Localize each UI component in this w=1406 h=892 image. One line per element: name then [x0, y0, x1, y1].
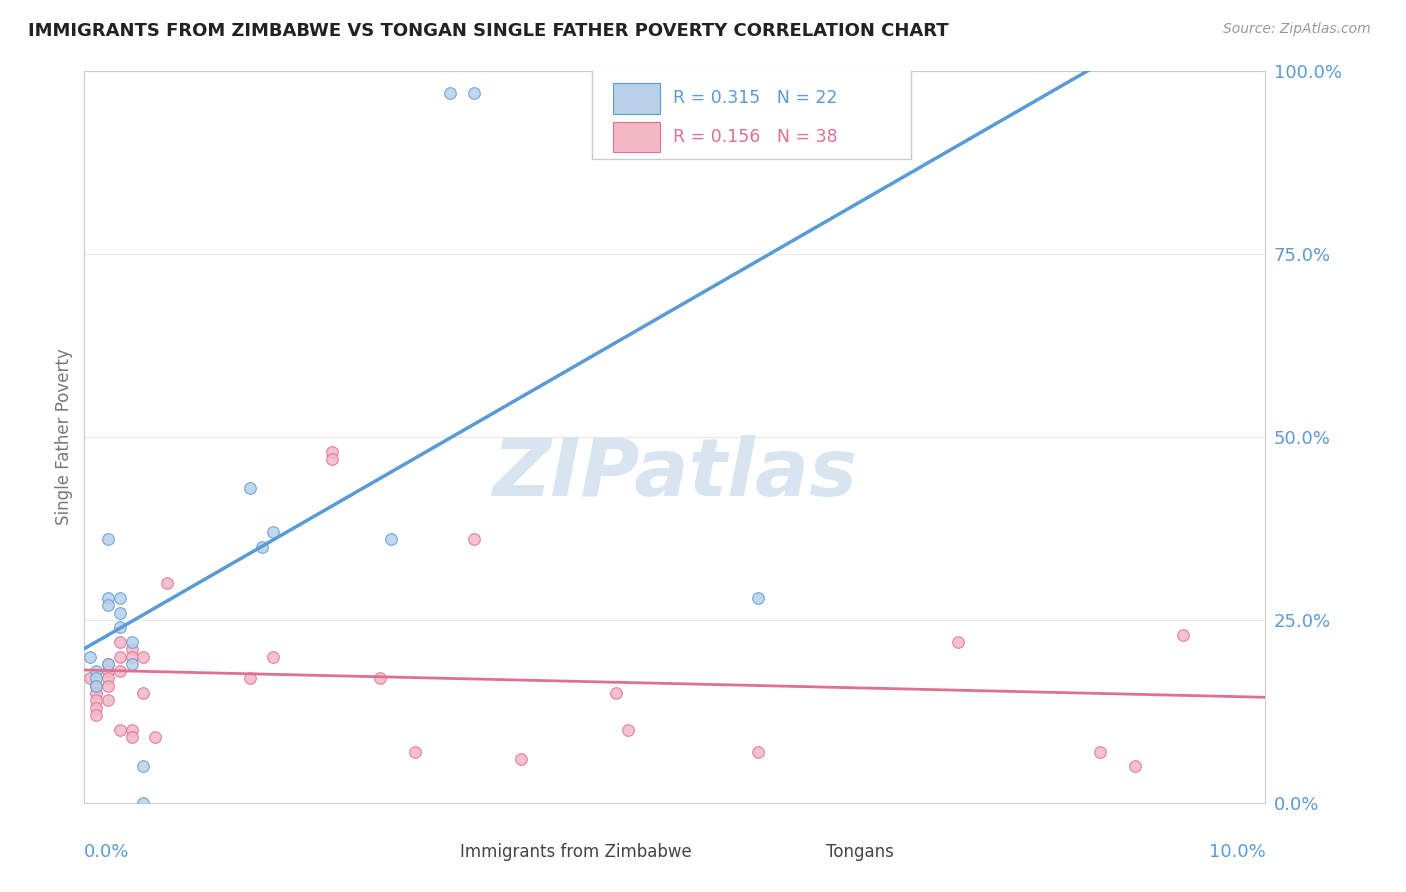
Y-axis label: Single Father Poverty: Single Father Poverty — [55, 349, 73, 525]
Point — [84, 679, 107, 693]
FancyBboxPatch shape — [592, 68, 911, 159]
Point — [747, 745, 769, 759]
Point — [97, 679, 120, 693]
Point — [321, 452, 343, 467]
Point — [380, 533, 402, 547]
Point — [97, 672, 120, 686]
Point — [948, 635, 970, 649]
Text: ZIPatlas: ZIPatlas — [492, 434, 858, 513]
Point — [132, 649, 155, 664]
Point — [108, 606, 131, 620]
Point — [108, 635, 131, 649]
Point — [239, 672, 262, 686]
Point — [321, 444, 343, 458]
Point — [84, 708, 107, 723]
Point — [1125, 759, 1147, 773]
Text: R = 0.156   N = 38: R = 0.156 N = 38 — [672, 128, 837, 146]
Point — [79, 649, 101, 664]
Point — [97, 664, 120, 678]
Point — [84, 679, 107, 693]
Point — [463, 533, 485, 547]
Point — [108, 723, 131, 737]
Point — [262, 649, 284, 664]
Point — [108, 620, 131, 634]
Point — [510, 752, 533, 766]
Point — [1171, 627, 1194, 641]
Point — [368, 672, 391, 686]
Point — [616, 723, 638, 737]
Point — [97, 657, 120, 671]
Text: R = 0.315   N = 22: R = 0.315 N = 22 — [672, 89, 837, 107]
Point — [84, 672, 107, 686]
Point — [250, 540, 273, 554]
Point — [463, 87, 485, 101]
Point — [79, 672, 101, 686]
Point — [84, 664, 107, 678]
Point — [121, 642, 143, 657]
Point — [439, 87, 461, 101]
Text: Tongans: Tongans — [827, 843, 894, 861]
Point — [132, 759, 155, 773]
FancyBboxPatch shape — [613, 83, 659, 113]
Point — [97, 693, 120, 707]
Point — [121, 657, 143, 671]
Point — [132, 686, 155, 700]
Point — [84, 686, 107, 700]
Text: Immigrants from Zimbabwe: Immigrants from Zimbabwe — [460, 843, 692, 861]
Point — [84, 700, 107, 714]
Point — [156, 576, 179, 591]
Point — [121, 635, 143, 649]
Text: IMMIGRANTS FROM ZIMBABWE VS TONGAN SINGLE FATHER POVERTY CORRELATION CHART: IMMIGRANTS FROM ZIMBABWE VS TONGAN SINGL… — [28, 22, 949, 40]
Point — [84, 693, 107, 707]
Point — [605, 686, 627, 700]
Point — [97, 591, 120, 605]
FancyBboxPatch shape — [413, 839, 450, 864]
FancyBboxPatch shape — [613, 121, 659, 153]
Point — [97, 533, 120, 547]
Point — [404, 745, 426, 759]
Point — [121, 723, 143, 737]
Text: Source: ZipAtlas.com: Source: ZipAtlas.com — [1223, 22, 1371, 37]
Text: 0.0%: 0.0% — [84, 843, 129, 861]
Text: 10.0%: 10.0% — [1209, 843, 1265, 861]
Point — [108, 649, 131, 664]
Point — [132, 796, 155, 810]
Point — [262, 525, 284, 540]
Point — [108, 664, 131, 678]
Point — [239, 481, 262, 495]
FancyBboxPatch shape — [779, 839, 817, 864]
Point — [747, 591, 769, 605]
Point — [143, 730, 166, 744]
Point — [97, 657, 120, 671]
Point — [1088, 745, 1111, 759]
Point — [108, 591, 131, 605]
Point — [121, 649, 143, 664]
Point — [121, 730, 143, 744]
Point — [97, 599, 120, 613]
